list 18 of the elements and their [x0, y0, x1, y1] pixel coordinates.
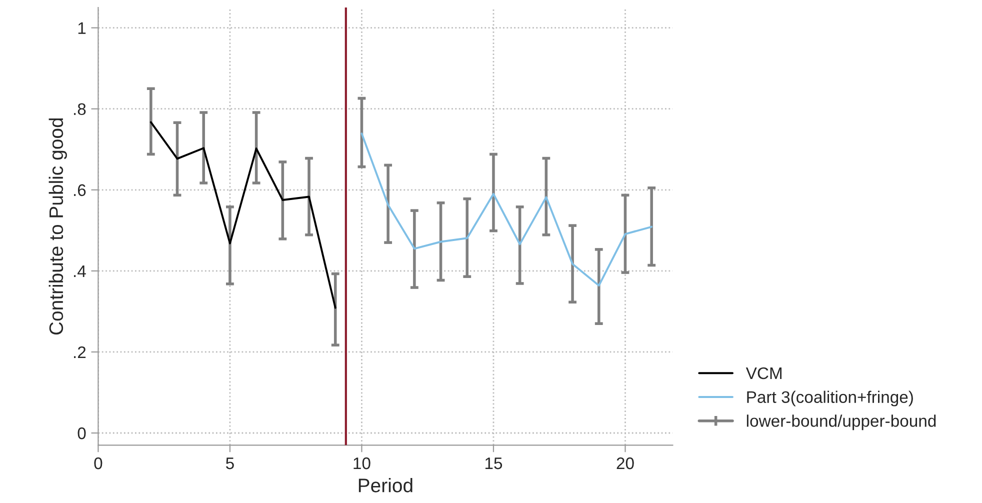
- x-axis-title: Period: [358, 478, 412, 492]
- line-series: [360, 132, 653, 286]
- y-tick-label: .8: [74, 103, 86, 116]
- x-tick-label: 0: [94, 457, 102, 470]
- x-tick-label: 10: [354, 457, 370, 470]
- y-tick-label: .6: [74, 184, 86, 196]
- x-tick-label: 15: [485, 458, 502, 470]
- y-tick-label: 0: [78, 427, 86, 440]
- text: lower-bound/upper-bound: [746, 414, 936, 430]
- y-axis-title: Contribute to Public good: [48, 118, 67, 335]
- line-series: [150, 121, 336, 309]
- y-tick-label: .2: [74, 346, 86, 358]
- y-tick-label: 1: [78, 22, 86, 34]
- x-tick-label: 20: [616, 457, 634, 470]
- legend-label: VCM: [746, 367, 782, 380]
- x-tick-label: 5: [226, 458, 234, 470]
- y-tick-label: .4: [74, 265, 86, 277]
- legend-label: Part 3(coalition+fringe): [747, 390, 913, 406]
